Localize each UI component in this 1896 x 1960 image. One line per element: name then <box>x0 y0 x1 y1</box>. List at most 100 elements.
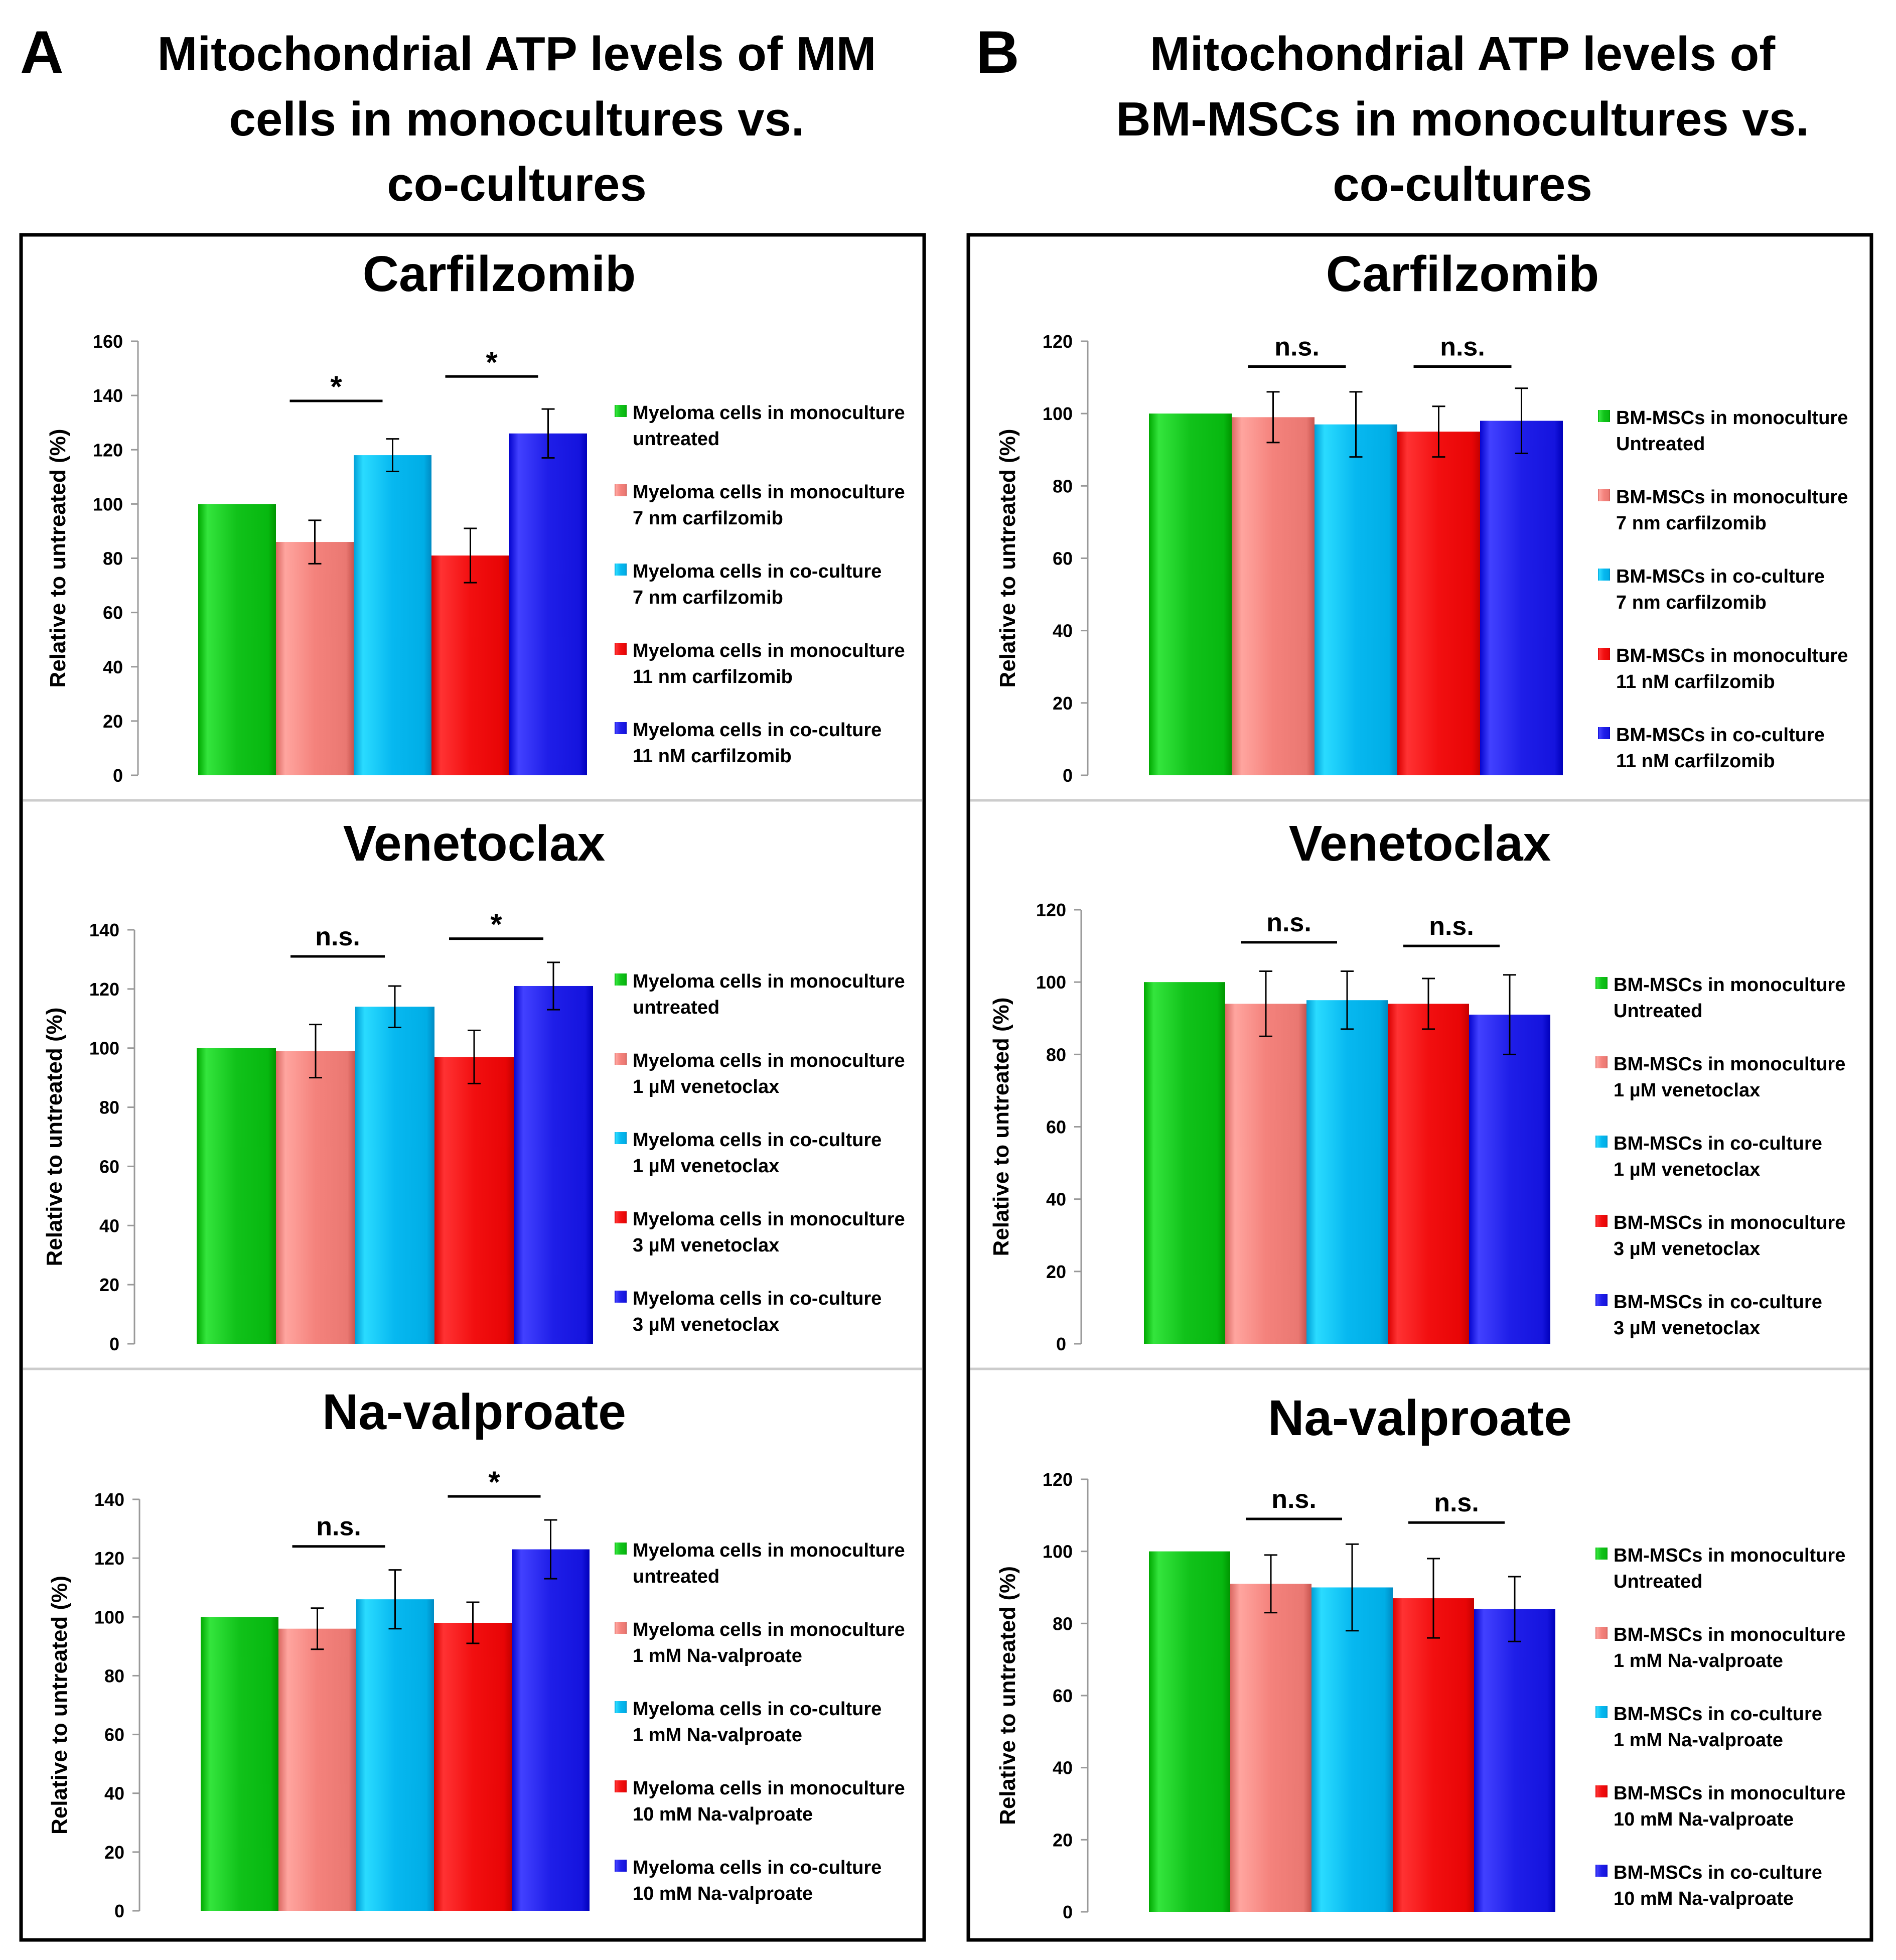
legend-swatch <box>1595 977 1608 989</box>
y-tick-label: 160 <box>93 331 123 352</box>
bar <box>1232 417 1315 775</box>
chart-title: Carfilzomib <box>1326 246 1599 302</box>
legend-swatch <box>615 405 627 417</box>
chart-b-na-valproate: Na-valproate 0 20 40 60 80 100 120 Relative to u… <box>995 1390 1845 1922</box>
legend-label: BM-MSCs in co-culture <box>1614 1862 1822 1883</box>
legend-swatch <box>615 1543 627 1555</box>
y-tick-label: 40 <box>1053 1758 1073 1778</box>
legend-label: 1 mM Na-valproate <box>1614 1730 1783 1751</box>
legend-label: 1 µM venetoclax <box>633 1076 779 1097</box>
y-axis-label: Relative to untreated (%) <box>995 429 1020 688</box>
legend-label: BM-MSCs in co-culture <box>1614 1133 1822 1154</box>
legend-swatch <box>615 1780 627 1792</box>
panel-letter-b: B <box>976 19 1019 86</box>
panel-a-title-line-3: co-cultures <box>387 158 646 211</box>
y-tick-label: 40 <box>1053 621 1073 641</box>
bar <box>434 1057 514 1344</box>
legend-label: 10 mM Na-valproate <box>633 1804 813 1825</box>
y-axis-label: Relative to untreated (%) <box>989 998 1013 1256</box>
legend-label: Myeloma cells in co-culture <box>633 1130 882 1151</box>
y-tick-label: 20 <box>1053 1830 1073 1850</box>
bar <box>1225 1004 1306 1344</box>
legend-swatch <box>615 1622 627 1634</box>
bar <box>197 1048 276 1344</box>
y-tick-label: 20 <box>104 1842 124 1863</box>
bar <box>514 986 593 1344</box>
y-tick-label: 140 <box>94 1489 124 1510</box>
legend-label: 11 nM carfilzomib <box>1616 671 1775 692</box>
legend-label: BM-MSCs in monoculture <box>1614 1054 1845 1075</box>
legend-label: 7 nm carfilzomib <box>633 508 783 529</box>
legend-label: Myeloma cells in monoculture <box>633 1778 905 1799</box>
legend-swatch <box>615 1291 627 1303</box>
bar <box>1144 982 1225 1344</box>
y-tick-label: 80 <box>1053 476 1073 496</box>
y-tick-label: 80 <box>99 1097 119 1118</box>
bar <box>434 1623 512 1911</box>
y-tick-label: 120 <box>1036 900 1066 920</box>
legend-label: 1 mM Na-valproate <box>633 1725 802 1746</box>
legend-label: BM-MSCs in co-culture <box>1614 1292 1822 1313</box>
legend-label: Untreated <box>1614 1571 1702 1592</box>
legend-label: 11 nM carfilzomib <box>633 746 792 767</box>
bar <box>431 555 509 775</box>
y-tick-label: 0 <box>1056 1334 1066 1354</box>
legend-swatch <box>1595 1215 1608 1227</box>
legend-swatch <box>1595 1785 1608 1797</box>
legend-label: BM-MSCs in monoculture <box>1616 645 1848 666</box>
legend-label: BM-MSCs in co-culture <box>1616 566 1825 587</box>
bar <box>354 455 431 775</box>
legend-swatch <box>1595 1627 1608 1639</box>
bar <box>1480 421 1563 775</box>
legend-swatch <box>615 1860 627 1872</box>
significance-label: n.s. <box>1271 1485 1317 1514</box>
legend-swatch <box>1595 1548 1608 1560</box>
y-tick-label: 0 <box>1063 765 1073 786</box>
legend-label: untreated <box>633 997 719 1018</box>
legend-swatch <box>1598 569 1610 581</box>
y-tick-label: 20 <box>1053 693 1073 714</box>
legend-label: 7 nm carfilzomib <box>1616 592 1767 613</box>
y-tick-label: 120 <box>93 440 123 460</box>
bar <box>198 504 276 775</box>
legend-swatch <box>1598 410 1610 422</box>
legend-label: BM-MSCs in monoculture <box>1614 1624 1845 1645</box>
bar <box>1469 1015 1550 1344</box>
bar <box>1311 1587 1393 1912</box>
y-tick-label: 80 <box>1046 1044 1066 1065</box>
bar <box>1474 1609 1555 1912</box>
legend-swatch <box>1595 1056 1608 1068</box>
y-tick-label: 80 <box>103 548 123 569</box>
legend-label: 1 mM Na-valproate <box>1614 1650 1783 1671</box>
y-tick-label: 140 <box>89 920 119 940</box>
legend-label: BM-MSCs in monoculture <box>1614 1212 1845 1233</box>
chart-title: Venetoclax <box>343 815 606 872</box>
legend-label: 1 µM venetoclax <box>633 1156 779 1177</box>
panel-a-title-line-2: cells in monocultures vs. <box>229 92 804 146</box>
panel-b-title-line-1: Mitochondrial ATP levels of <box>1150 27 1776 81</box>
significance-label: * <box>486 345 498 379</box>
y-tick-label: 60 <box>1053 1686 1073 1706</box>
legend-swatch <box>615 564 627 576</box>
y-tick-label: 60 <box>1046 1117 1066 1138</box>
panel-a-title-line-1: Mitochondrial ATP levels of MM <box>157 27 876 81</box>
significance-label: n.s. <box>315 922 360 951</box>
y-axis-label: Relative to untreated (%) <box>995 1566 1020 1825</box>
y-tick-label: 0 <box>1063 1902 1073 1922</box>
legend-label: BM-MSCs in monoculture <box>1616 487 1848 508</box>
legend-swatch <box>615 484 627 496</box>
panel-b-title-line-2: BM-MSCs in monocultures vs. <box>1116 92 1809 146</box>
y-tick-label: 120 <box>1043 1469 1073 1490</box>
significance-label: n.s. <box>1429 912 1474 941</box>
y-tick-label: 40 <box>104 1783 124 1804</box>
y-tick-label: 60 <box>103 603 123 623</box>
legend-label: Untreated <box>1616 434 1705 455</box>
bar <box>1149 413 1232 775</box>
y-axis-label: Relative to untreated (%) <box>42 1008 67 1267</box>
significance-label: n.s. <box>1266 908 1311 937</box>
y-axis-label: Relative to untreated (%) <box>46 429 70 688</box>
chart-b-venetoclax: Venetoclax 0 20 40 60 80 100 120 Relative to unt… <box>989 815 1845 1354</box>
legend-swatch <box>615 1211 627 1223</box>
legend-label: Myeloma cells in monoculture <box>633 402 905 424</box>
y-tick-label: 0 <box>114 1901 124 1921</box>
